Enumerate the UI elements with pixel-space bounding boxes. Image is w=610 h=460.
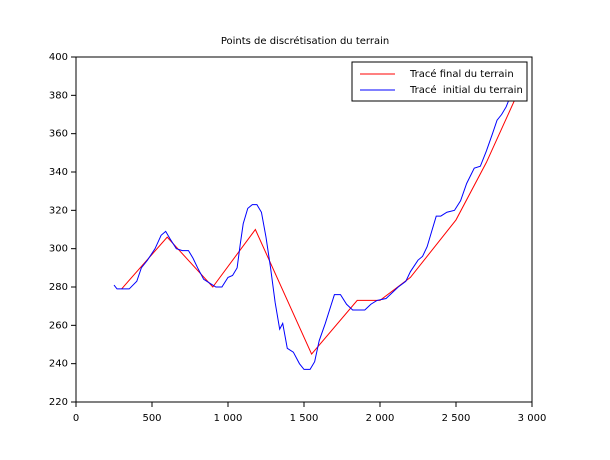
legend-box: [351, 61, 528, 102]
y-tick-label: 280: [49, 282, 68, 293]
x-tick-label: 0: [73, 413, 79, 424]
x-tick-label: 2 000: [366, 413, 395, 424]
chart-title: Points de discrétisation du terrain: [221, 35, 389, 47]
y-tick-label: 400: [49, 52, 68, 63]
x-tick-label: 2 500: [442, 413, 471, 424]
x-tick-label: 3 000: [518, 413, 547, 424]
plot-frame: [75, 56, 533, 403]
y-tick-label: 340: [49, 167, 68, 178]
y-tick-label: 260: [49, 320, 68, 331]
y-tick-label: 360: [49, 129, 68, 140]
y-tick-label: 320: [49, 205, 68, 216]
x-tick-label: 1 500: [290, 413, 319, 424]
data-line: [113, 94, 514, 370]
y-tick-label: 380: [49, 90, 68, 101]
y-tick-label: 240: [49, 359, 68, 370]
legend-label: Tracé final du terrain: [409, 68, 514, 80]
y-tick-label: 220: [49, 397, 68, 408]
data-line: [121, 95, 518, 356]
x-tick-label: 500: [142, 413, 161, 424]
x-tick-label: 1 000: [214, 413, 243, 424]
legend-label: Tracé initial du terrain: [409, 84, 523, 96]
y-tick-label: 300: [49, 244, 68, 255]
